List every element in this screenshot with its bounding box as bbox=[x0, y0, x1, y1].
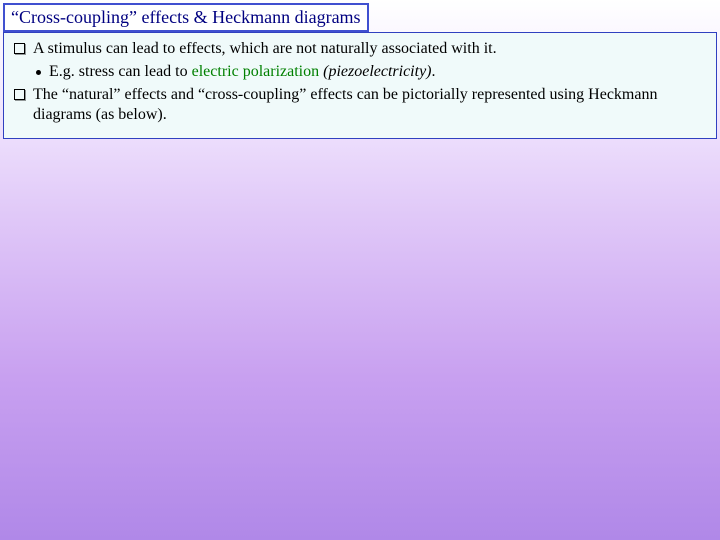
sub-bullet-green: electric polarization bbox=[192, 63, 319, 80]
slide-title: “Cross-coupling” effects & Heckmann diag… bbox=[11, 7, 361, 27]
checkbox-bullet-icon bbox=[14, 89, 25, 100]
bullet-text-1: A stimulus can lead to effects, which ar… bbox=[33, 39, 497, 60]
sub-bullet-item-1: E.g. stress can lead to electric polariz… bbox=[14, 62, 706, 83]
sub-bullet-prefix: E.g. stress can lead to bbox=[49, 63, 192, 80]
sub-bullet-italic: (piezoelectricity) bbox=[319, 63, 431, 80]
sub-bullet-text-1: E.g. stress can lead to electric polariz… bbox=[49, 62, 436, 83]
bullet-item-1: A stimulus can lead to effects, which ar… bbox=[14, 39, 706, 60]
bullet-item-2: The “natural” effects and “cross-couplin… bbox=[14, 85, 706, 127]
bullet-text-2: The “natural” effects and “cross-couplin… bbox=[33, 85, 706, 127]
title-box: “Cross-coupling” effects & Heckmann diag… bbox=[3, 3, 369, 32]
dot-bullet-icon bbox=[36, 70, 41, 75]
checkbox-bullet-icon bbox=[14, 43, 25, 54]
content-box: A stimulus can lead to effects, which ar… bbox=[3, 32, 717, 139]
sub-bullet-suffix: . bbox=[432, 63, 436, 80]
